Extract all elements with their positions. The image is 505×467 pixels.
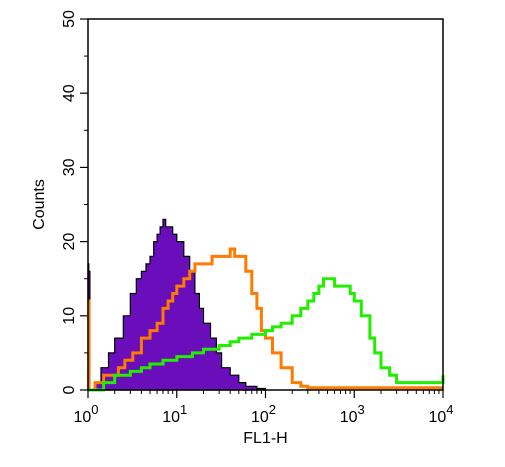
x-tick-exponent: 2 (269, 402, 276, 417)
y-axis-title: Counts (31, 179, 48, 230)
x-tick-exponent: 3 (358, 402, 365, 417)
series-1-area (87, 218, 267, 391)
y-tick-label: 50 (61, 10, 78, 28)
y-tick-label: 0 (61, 385, 78, 394)
series-2-line (87, 247, 443, 392)
x-tick-label: 101 (162, 402, 187, 426)
series-3-line (88, 277, 445, 392)
x-tick-exponent: 1 (180, 402, 187, 417)
x-tick-base: 10 (340, 409, 358, 426)
x-axis-title: FL1-H (243, 430, 287, 447)
x-axis: 100 101 102 103 104 (73, 390, 454, 426)
x-tick-exponent: 0 (91, 402, 98, 417)
x-tick-label: 103 (340, 402, 365, 426)
y-tick-label: 20 (61, 233, 78, 251)
series-layer (87, 218, 445, 392)
y-tick-label: 40 (61, 84, 78, 102)
x-tick-base: 10 (162, 409, 180, 426)
y-tick-label: 10 (61, 307, 78, 325)
x-tick-base: 10 (73, 409, 91, 426)
x-tick-exponent: 4 (446, 402, 453, 417)
x-tick-label: 102 (251, 402, 276, 426)
x-tick-label: 100 (73, 402, 98, 426)
y-axis: 0 10 20 30 40 50 (61, 10, 88, 394)
x-tick-base: 10 (428, 409, 446, 426)
x-tick-label: 104 (428, 402, 453, 426)
y-tick-label: 30 (61, 158, 78, 176)
x-tick-base: 10 (251, 409, 269, 426)
